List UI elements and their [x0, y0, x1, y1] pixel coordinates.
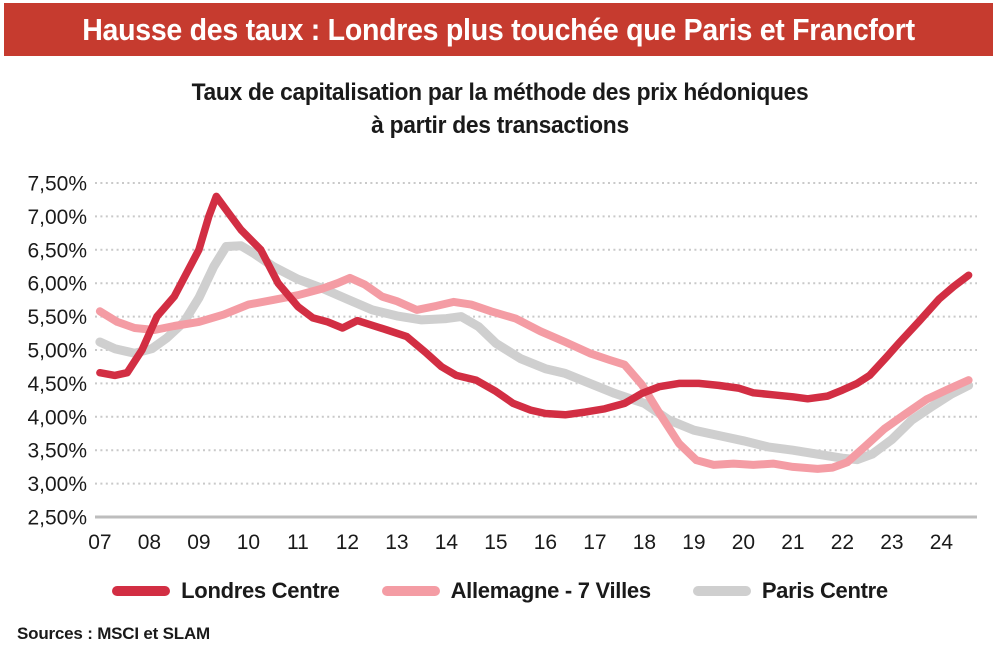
x-tick-label: 12 [336, 531, 359, 554]
y-tick-label: 4,50% [27, 373, 87, 396]
legend-label-allemagne-7-villes: Allemagne - 7 Villes [450, 578, 652, 603]
chart-title: Taux de capitalisation par la méthode de… [25, 76, 975, 142]
x-tick-label: 11 [287, 531, 309, 554]
x-tick-label: 23 [880, 531, 903, 554]
chart-title-line2: à partir des transactions [371, 112, 629, 139]
y-tick-label: 6,00% [27, 273, 87, 296]
banner-title: Hausse des taux : Londres plus touchée q… [82, 11, 915, 47]
y-tick-label: 3,00% [27, 473, 87, 496]
x-tick-label: 07 [88, 531, 111, 554]
legend-label-paris-centre: Paris Centre [761, 578, 888, 603]
x-tick-label: 19 [682, 531, 705, 554]
x-tick-label: 21 [781, 531, 804, 554]
y-tick-label: 4,00% [27, 406, 87, 429]
series-line-londres-centre [96, 192, 973, 419]
legend: Londres Centre Allemagne - 7 Villes Pari… [0, 576, 1000, 606]
x-tick-label: 22 [831, 531, 854, 554]
x-tick-label: 14 [435, 531, 459, 554]
x-tick-label: 24 [930, 531, 954, 554]
y-tick-label: 3,50% [27, 440, 87, 463]
legend-item-allemagne-7-villes: Allemagne - 7 Villes [381, 578, 652, 604]
x-tick-label: 18 [633, 531, 656, 554]
y-tick-label: 5,50% [27, 306, 87, 329]
legend-swatch-londres-centre [112, 586, 171, 596]
series-line-allemagne-7-villes [95, 273, 973, 473]
legend-swatch-allemagne-7-villes [381, 586, 440, 596]
x-tick-label: 16 [534, 531, 557, 554]
y-tick-label: 5,00% [27, 340, 87, 363]
legend-swatch-paris-centre [692, 586, 751, 596]
x-tick-label: 20 [732, 531, 755, 554]
legend-label-londres-centre: Londres Centre [181, 578, 340, 603]
series-line-paris-centre [95, 241, 974, 465]
x-tick-label: 17 [583, 531, 606, 554]
legend-item-londres-centre: Londres Centre [112, 578, 340, 604]
y-tick-label: 6,50% [27, 239, 87, 262]
sources-note: Sources : MSCI et SLAM [17, 624, 211, 643]
y-tick-label: 2,50% [27, 507, 87, 530]
y-tick-label: 7,00% [27, 206, 87, 229]
banner: Hausse des taux : Londres plus touchée q… [4, 3, 993, 56]
legend-item-paris-centre: Paris Centre [692, 578, 888, 604]
x-tick-label: 09 [187, 531, 210, 554]
x-tick-label: 13 [385, 531, 408, 554]
chart-title-line1: Taux de capitalisation par la méthode de… [191, 79, 809, 106]
x-tick-label: 08 [138, 531, 161, 554]
y-tick-label: 7,50% [27, 173, 87, 196]
x-tick-label: 15 [484, 531, 507, 554]
x-tick-label: 10 [237, 531, 260, 554]
